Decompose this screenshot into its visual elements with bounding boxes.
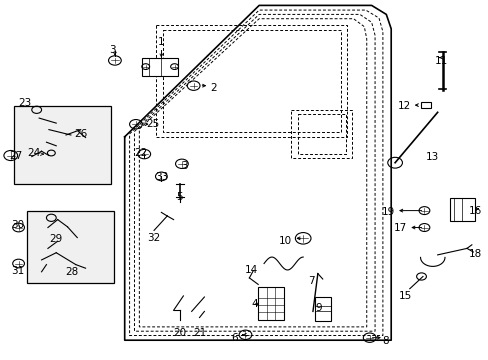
Text: 23: 23 [18, 98, 31, 108]
Text: 16: 16 [468, 206, 481, 216]
Text: 1: 1 [158, 37, 164, 47]
Text: 24: 24 [27, 148, 40, 158]
Text: 30: 30 [11, 220, 24, 230]
Text: 9: 9 [315, 303, 322, 313]
Bar [420, 102, 430, 108]
Text: 31: 31 [11, 266, 24, 276]
Bar [142, 58, 178, 76]
Text: 15: 15 [398, 291, 412, 301]
Text: 29: 29 [49, 234, 62, 244]
Bar [449, 198, 474, 221]
Bar [27, 211, 114, 283]
Text: 26: 26 [74, 129, 87, 139]
Bar [258, 287, 283, 320]
Text: 33: 33 [155, 172, 168, 182]
Text: 2: 2 [210, 83, 217, 93]
Text: 6: 6 [231, 333, 238, 343]
Bar [14, 106, 111, 184]
Text: 13: 13 [425, 152, 438, 162]
Text: 7: 7 [307, 276, 314, 286]
Text: 5: 5 [176, 192, 183, 202]
Text: 12: 12 [397, 101, 410, 111]
Text: 11: 11 [434, 56, 447, 66]
Text: 32: 32 [147, 233, 161, 243]
Text: 28: 28 [65, 267, 79, 277]
Text: 25: 25 [146, 119, 160, 129]
Text: 19: 19 [381, 207, 394, 217]
Text: 18: 18 [468, 249, 481, 259]
Text: 21: 21 [192, 328, 206, 338]
Text: 3: 3 [109, 45, 116, 55]
Text: 10: 10 [278, 236, 291, 246]
Text: 17: 17 [393, 222, 406, 233]
Text: 22: 22 [134, 148, 147, 158]
Text: 3: 3 [181, 161, 187, 171]
Text: 27: 27 [9, 150, 22, 161]
Text: 14: 14 [244, 265, 257, 275]
Bar [315, 297, 330, 321]
Text: 8: 8 [382, 336, 388, 346]
Text: 4: 4 [250, 299, 257, 309]
Text: 20: 20 [173, 328, 186, 338]
